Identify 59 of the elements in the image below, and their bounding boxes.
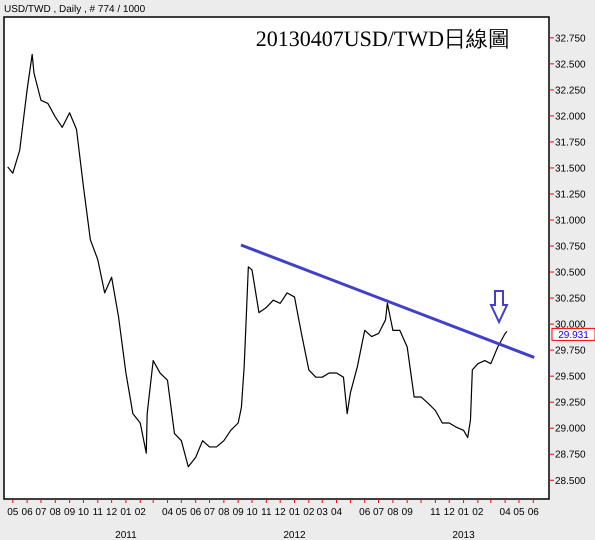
x-tick-label: 09 — [64, 507, 76, 518]
x-tick-label: 05 — [7, 507, 19, 518]
x-tick-label: 01 — [120, 507, 132, 518]
x-tick-label: 01 — [458, 507, 470, 518]
y-tick-label: 28.750 — [555, 450, 586, 461]
y-tick-label: 30.000 — [555, 320, 586, 331]
y-tick-label: 32.500 — [555, 59, 586, 70]
x-tick-label: 09 — [232, 507, 244, 518]
x-tick-label: 04 — [162, 507, 174, 518]
y-tick-label: 29.750 — [555, 346, 586, 357]
y-tick-label: 32.250 — [555, 85, 586, 96]
y-tick-label: 31.500 — [555, 163, 586, 174]
x-tick-label: 09 — [402, 507, 414, 518]
line-series — [7, 54, 508, 468]
x-tick-label: 12 — [274, 507, 286, 518]
chart-subtitle: USD/TWD , Daily , # 774 / 1000 — [4, 4, 146, 15]
x-tick-label: 10 — [78, 507, 90, 518]
x-tick-label: 02 — [472, 507, 484, 518]
x-tick-label: 07 — [35, 507, 47, 518]
x-tick-label: 08 — [387, 507, 399, 518]
text: 2013 — [452, 530, 476, 540]
y-tick-label: 29.250 — [555, 398, 586, 409]
y-tick-label: 29.000 — [555, 424, 586, 435]
x-tick-label: 02 — [303, 507, 315, 518]
x-tick-label: 07 — [373, 507, 385, 518]
x-tick-label: 12 — [106, 507, 118, 518]
x-tick-label: 06 — [528, 507, 540, 518]
x-tick-label: 11 — [261, 507, 272, 518]
x-tick-label: 05 — [176, 507, 188, 518]
x-tick-label: 04 — [500, 507, 512, 518]
text: 2012 — [283, 530, 306, 540]
x-tick-label: 12 — [444, 507, 456, 518]
x-tick-label: 06 — [190, 507, 202, 518]
chart-title: 20130407USD/TWD日線圖 — [256, 26, 510, 51]
x-tick-label: 11 — [92, 507, 104, 518]
x-tick-label: 06 — [359, 507, 371, 518]
x-tick-label: 08 — [50, 507, 62, 518]
x-tick-label: 11 — [430, 507, 442, 518]
y-tick-label: 30.750 — [555, 242, 586, 253]
x-tick-label: 03 — [316, 507, 328, 518]
y-tick-label: 28.500 — [555, 476, 586, 487]
x-tick-label: 10 — [246, 507, 258, 518]
y-tick-label: 31.000 — [555, 216, 586, 226]
y-tick-label: 32.000 — [555, 111, 586, 122]
text: 2011 — [115, 530, 138, 540]
x-tick-label: 08 — [218, 507, 230, 518]
y-tick-label: 31.250 — [555, 189, 586, 200]
x-tick-label: 04 — [330, 507, 343, 518]
x-tick-label: 07 — [204, 507, 216, 518]
text: 29.931 — [558, 330, 590, 341]
x-tick-label: 01 — [288, 507, 301, 518]
y-tick-label: 31.750 — [555, 137, 586, 148]
x-tick-label: 02 — [134, 507, 146, 518]
y-tick-label: 30.500 — [555, 268, 586, 279]
x-tick-label: 06 — [22, 507, 34, 518]
x-tick-label: 05 — [513, 507, 525, 518]
y-tick-label: 30.250 — [555, 294, 586, 305]
y-tick-label: 32.750 — [555, 33, 586, 44]
y-tick-label: 29.500 — [555, 372, 586, 383]
